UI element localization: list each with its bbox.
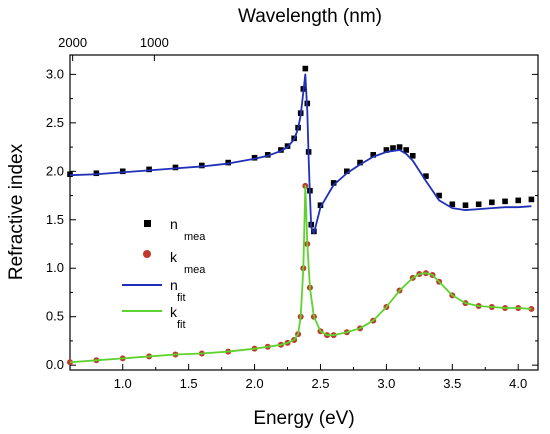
x-tick-label: 3.5 bbox=[443, 376, 461, 391]
y-tick-label: 0.0 bbox=[46, 357, 64, 372]
point-n-mea bbox=[199, 162, 205, 169]
legend-label-n-mea-sub: mea bbox=[184, 231, 206, 243]
series-line-n-fit bbox=[69, 73, 532, 235]
x-tick-label: 1.5 bbox=[180, 376, 198, 391]
point-n-mea bbox=[423, 173, 429, 179]
point-n-mea bbox=[330, 180, 337, 186]
top-axis-title: Wavelength (nm) bbox=[238, 6, 382, 27]
point-n-mea bbox=[449, 201, 456, 208]
legend-marker-k-mea bbox=[143, 250, 151, 258]
legend-label-n-fit-main: n bbox=[170, 277, 178, 293]
point-n-mea bbox=[475, 201, 482, 208]
point-n-mea bbox=[370, 152, 377, 158]
top-tick-label: 1000 bbox=[140, 35, 169, 50]
top-tick-label: 2000 bbox=[58, 35, 87, 50]
legend-label-k-mea-sub: mea bbox=[184, 264, 206, 276]
legend-label-k-mea-main: k bbox=[170, 249, 178, 265]
point-n-mea bbox=[409, 153, 416, 159]
legend-label-n-mea-main: n bbox=[170, 216, 178, 232]
plot-area-frame bbox=[69, 54, 539, 371]
point-n-mea bbox=[436, 192, 442, 199]
point-n-mea bbox=[528, 196, 535, 203]
y-tick-label: 1.0 bbox=[46, 260, 64, 275]
legend-label-k-fit-sub: fit bbox=[177, 319, 186, 331]
x-tick-label: 2.5 bbox=[311, 376, 329, 391]
y-tick-label: 0.5 bbox=[46, 309, 64, 324]
series-line-k-fit bbox=[69, 184, 532, 364]
point-n-mea bbox=[462, 202, 469, 209]
axis-ticks: 1.0 1.5 2.0 2.5 3.0 3.5 4.0 0.0 0.5 1.0 1.5 2.0 2.5 3… bbox=[46, 35, 538, 391]
point-n-mea bbox=[383, 147, 390, 153]
point-n-mea bbox=[502, 198, 508, 205]
x-tick-label: 2.0 bbox=[246, 376, 264, 391]
legend-label-n-fit-sub: fit bbox=[177, 292, 186, 304]
point-n-mea bbox=[119, 168, 126, 175]
point-n-mea bbox=[93, 170, 100, 177]
y-axis-title: Refractive index bbox=[6, 143, 27, 280]
legend-label-k-fit-main: k bbox=[170, 304, 178, 320]
point-n-mea bbox=[225, 159, 231, 166]
point-n-mea bbox=[146, 166, 152, 173]
y-tick-label: 2.5 bbox=[46, 115, 64, 130]
y-tick-label: 3.0 bbox=[46, 66, 64, 81]
legend: n mea k mea n fit k fit bbox=[122, 216, 206, 331]
point-n-mea bbox=[396, 144, 403, 150]
point-n-mea bbox=[357, 159, 363, 166]
x-tick-label: 4.0 bbox=[509, 376, 527, 391]
point-n-mea bbox=[251, 154, 258, 161]
point-n-mea bbox=[317, 202, 324, 209]
x-tick-label: 1.0 bbox=[114, 376, 132, 391]
y-tick-label: 2.0 bbox=[46, 163, 64, 178]
point-n-mea bbox=[264, 152, 271, 158]
x-tick-label: 3.0 bbox=[377, 376, 395, 391]
x-axis-title: Energy (eV) bbox=[253, 408, 354, 429]
point-n-mea bbox=[344, 168, 350, 175]
point-n-mea bbox=[489, 199, 495, 206]
y-tick-label: 1.5 bbox=[46, 212, 64, 227]
point-n-mea bbox=[67, 171, 73, 178]
point-n-mea bbox=[172, 164, 179, 171]
point-n-mea bbox=[302, 65, 309, 72]
point-n-mea bbox=[390, 145, 396, 151]
data-series bbox=[67, 65, 535, 366]
point-n-mea bbox=[515, 197, 522, 204]
legend-marker-n-mea bbox=[144, 220, 151, 227]
point-n-mea bbox=[403, 147, 409, 153]
